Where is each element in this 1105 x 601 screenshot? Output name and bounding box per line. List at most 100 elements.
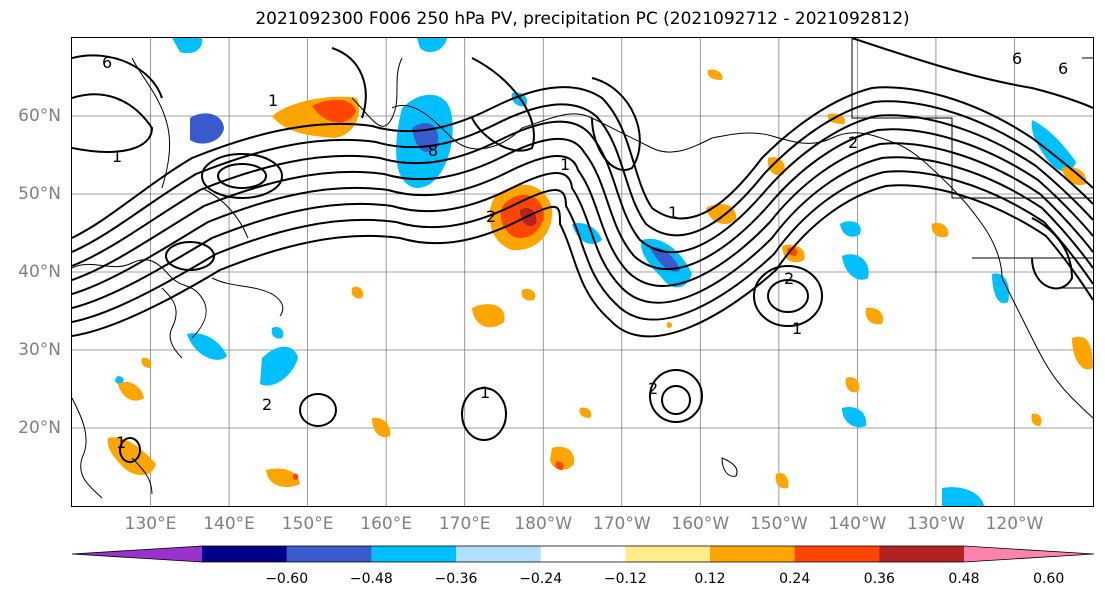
- lon-label: 140°W: [828, 514, 887, 534]
- colorbar-tick-label: −0.24: [519, 571, 563, 587]
- precip-negative: [187, 333, 227, 360]
- precip-negative: [842, 406, 867, 428]
- lon-label: 130°E: [124, 514, 177, 534]
- lon-label: 180°W: [514, 514, 573, 534]
- lat-label: 60°N: [18, 106, 61, 126]
- lon-label: 140°E: [203, 514, 255, 534]
- colorbar-tick-label: 0.12: [694, 571, 726, 587]
- precip-positive: [865, 307, 884, 325]
- precip-negative: [650, 247, 680, 272]
- colorbar-segment: [710, 546, 796, 562]
- precip-positive: [1062, 166, 1087, 186]
- precip-positive: [372, 417, 391, 438]
- precip-negative: [842, 254, 869, 280]
- contour-label: 2: [486, 207, 496, 226]
- precip-negative: [417, 38, 447, 53]
- lat-label: 20°N: [18, 418, 61, 438]
- precip-negative: [190, 113, 224, 144]
- colorbar-tick-label: 0.24: [779, 571, 811, 587]
- precip-negative: [992, 273, 1010, 304]
- precip-positive: [775, 472, 789, 489]
- colorbar-segment: [625, 546, 711, 562]
- precip-positive: [931, 222, 949, 238]
- precip-positive: [266, 468, 300, 488]
- colorbar-tick-label: 0.48: [948, 571, 980, 587]
- precip-positive: [666, 322, 673, 328]
- colorbar-extend-high: [964, 546, 1094, 562]
- precip-positive: [827, 113, 846, 124]
- colorbar-segment: [202, 546, 288, 562]
- precip-negative: [115, 376, 124, 384]
- contour-label: 6: [1012, 49, 1022, 68]
- contour-label: 6: [1058, 59, 1068, 78]
- lon-label: 170°W: [592, 514, 651, 534]
- lon-label: 150°E: [281, 514, 334, 534]
- precip-positive: [706, 204, 737, 224]
- precip-positive: [521, 288, 536, 301]
- precip-positive: [1072, 336, 1093, 370]
- contour-label: 2: [262, 395, 272, 414]
- map-title: 2021092300 F006 250 hPa PV, precipitatio…: [255, 9, 910, 29]
- contour-label: 2: [648, 379, 658, 398]
- contour-label: 1: [792, 319, 802, 338]
- precip-positive: [351, 286, 364, 299]
- contour-label: 8: [428, 141, 438, 160]
- colorbar-tick-label: 0.60: [1033, 571, 1065, 587]
- colorbar-segment: [794, 546, 880, 562]
- coastlines: [72, 38, 1093, 499]
- contour-label: 6: [102, 53, 112, 72]
- colorbar-tick-label: −0.12: [603, 571, 647, 587]
- colorbar-segment: [456, 546, 542, 562]
- graticule: [72, 38, 1093, 506]
- colorbar-segment: [371, 546, 457, 562]
- contour-label: 1: [560, 155, 570, 174]
- lat-label: 40°N: [18, 262, 61, 282]
- precip-positive: [787, 247, 798, 256]
- map-panel[interactable]: 1 1 2 1 6 2 2 2 1 1 1 1 2 6 6 8: [71, 37, 1094, 507]
- precip-negative: [260, 346, 298, 386]
- contour-label: 1: [480, 383, 490, 402]
- contour-label: 1: [268, 91, 278, 110]
- contour-label: 1: [112, 147, 122, 166]
- lon-label: 150°W: [749, 514, 808, 534]
- pv-contours: [72, 38, 1093, 463]
- lon-label: 120°W: [985, 514, 1044, 534]
- precip-positive: [472, 304, 505, 328]
- precip-negative: [1031, 120, 1076, 172]
- map-canvas: 1 1 2 1 6 2 2 2 1 1 1 1 2 6 6 8: [72, 38, 1093, 506]
- precip-positive: [767, 156, 785, 176]
- precip-positive: [1031, 413, 1042, 426]
- lon-label: 160°E: [360, 514, 412, 534]
- precip-negative: [271, 326, 284, 339]
- contour-labels: 1 1 2 1 6 2 2 2 1 1 1 1 2 6 6 8: [102, 49, 1068, 452]
- lon-label: 170°E: [438, 514, 491, 534]
- colorbar-tick-label: −0.36: [434, 571, 478, 587]
- precip-positive: [312, 99, 356, 123]
- precip-positive: [555, 461, 564, 470]
- lon-label: 130°W: [907, 514, 965, 534]
- contour-label: 1: [116, 433, 126, 452]
- lon-label: 160°W: [671, 514, 730, 534]
- precip-positive: [107, 437, 156, 476]
- colorbar-tick-label: −0.60: [265, 571, 309, 587]
- colorbar-tick-label: 0.36: [863, 571, 895, 587]
- precip-negative: [572, 222, 602, 244]
- colorbar-extend-low: [72, 546, 202, 562]
- contour-label: 2: [848, 133, 858, 152]
- colorbar-segment: [540, 546, 626, 562]
- colorbar-tick-label: −0.48: [349, 571, 393, 587]
- precip-negative: [172, 38, 203, 54]
- precip-positive: [141, 357, 152, 368]
- precip-positive: [579, 407, 592, 418]
- lat-label: 30°N: [18, 340, 61, 360]
- colorbar-outline: [71, 545, 1095, 563]
- precip-negative: [840, 221, 861, 237]
- contour-label: 1: [668, 203, 678, 222]
- colorbar-segment: [286, 546, 372, 562]
- precip-positive: [707, 69, 723, 80]
- colorbar: [71, 545, 1095, 563]
- precip-positive: [118, 381, 144, 401]
- precip-negative: [942, 487, 984, 506]
- lat-label: 50°N: [18, 184, 61, 204]
- colorbar-segment: [879, 546, 965, 562]
